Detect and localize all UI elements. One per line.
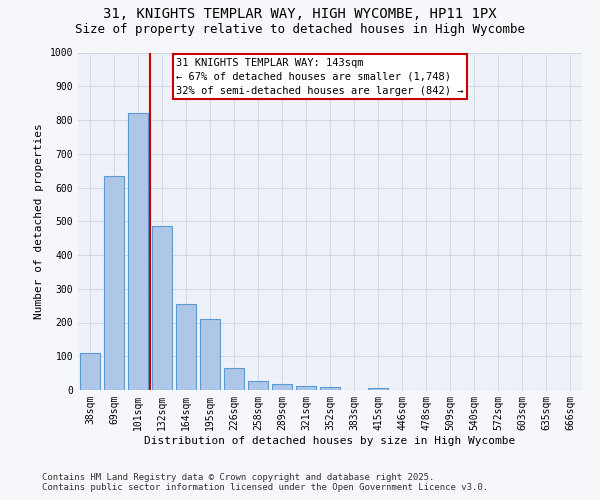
Text: 31 KNIGHTS TEMPLAR WAY: 143sqm
← 67% of detached houses are smaller (1,748)
32% : 31 KNIGHTS TEMPLAR WAY: 143sqm ← 67% of … (176, 58, 464, 96)
Text: Size of property relative to detached houses in High Wycombe: Size of property relative to detached ho… (75, 22, 525, 36)
X-axis label: Distribution of detached houses by size in High Wycombe: Distribution of detached houses by size … (145, 436, 515, 446)
Bar (224, 368, 244, 390)
Text: 31, KNIGHTS TEMPLAR WAY, HIGH WYCOMBE, HP11 1PX: 31, KNIGHTS TEMPLAR WAY, HIGH WYCOMBE, H… (103, 8, 497, 22)
Bar (320, 388, 340, 390)
Bar (248, 381, 268, 390)
Bar (176, 304, 196, 390)
Bar (368, 388, 388, 390)
Bar (272, 384, 292, 390)
Bar (128, 114, 148, 390)
Bar (296, 386, 316, 390)
Bar (200, 319, 220, 390)
Bar (104, 176, 124, 390)
Bar (152, 226, 172, 390)
Y-axis label: Number of detached properties: Number of detached properties (34, 124, 44, 319)
Text: Contains HM Land Registry data © Crown copyright and database right 2025.
Contai: Contains HM Land Registry data © Crown c… (42, 473, 488, 492)
Bar (80, 353, 100, 390)
